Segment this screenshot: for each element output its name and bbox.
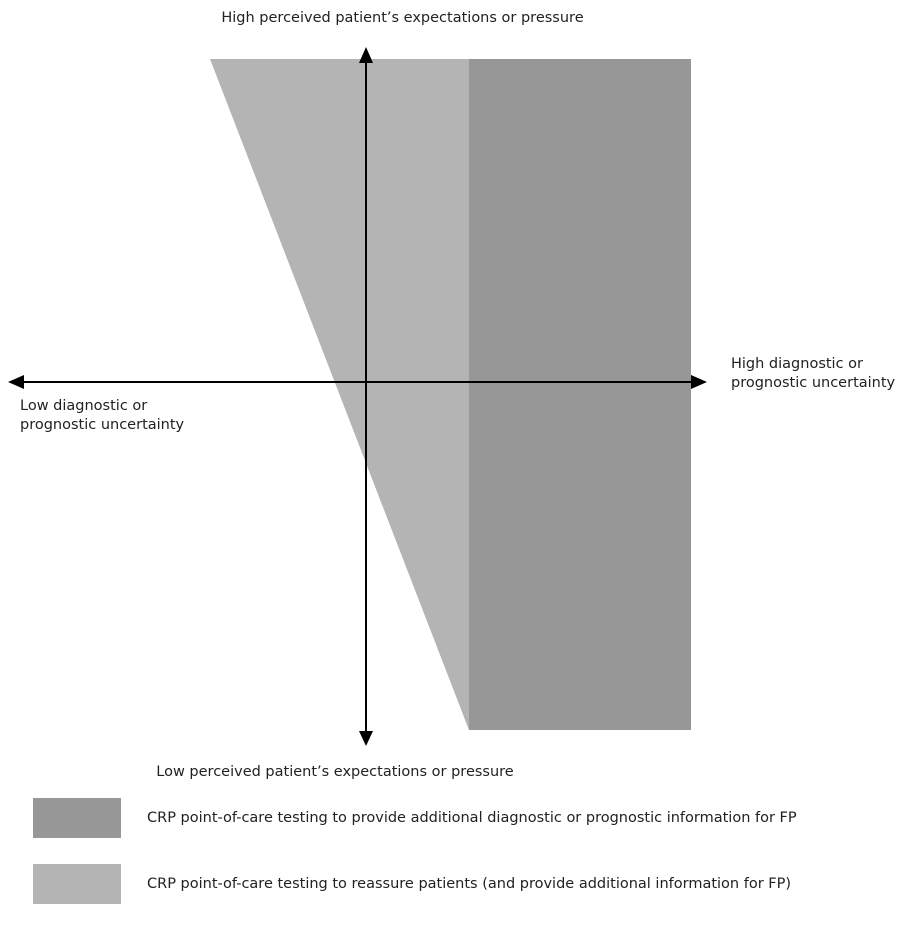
legend-swatch-dark <box>33 798 121 838</box>
left-axis-label: Low diagnostic or prognostic uncertainty <box>20 398 185 433</box>
top-axis-label: High perceived patient’s expectations or… <box>221 10 584 26</box>
diagnostic-information-zone <box>469 59 691 730</box>
legend-text-diagnostic: CRP point-of-care testing to provide add… <box>147 810 797 826</box>
right-axis-label: High diagnostic or prognostic uncertaint… <box>731 356 896 391</box>
up-arrowhead-icon <box>359 47 373 63</box>
left-arrowhead-icon <box>8 375 24 389</box>
legend-item-diagnostic: CRP point-of-care testing to provide add… <box>33 798 797 838</box>
down-arrowhead-icon <box>359 731 373 746</box>
right-arrowhead-icon <box>691 375 707 389</box>
legend-text-reassure: CRP point-of-care testing to reassure pa… <box>147 876 792 892</box>
bottom-axis-label: Low perceived patient’s expectations or … <box>156 764 514 780</box>
legend-swatch-light <box>33 864 121 904</box>
legend-item-reassure: CRP point-of-care testing to reassure pa… <box>33 864 791 904</box>
reassure-patients-zone <box>210 59 469 730</box>
